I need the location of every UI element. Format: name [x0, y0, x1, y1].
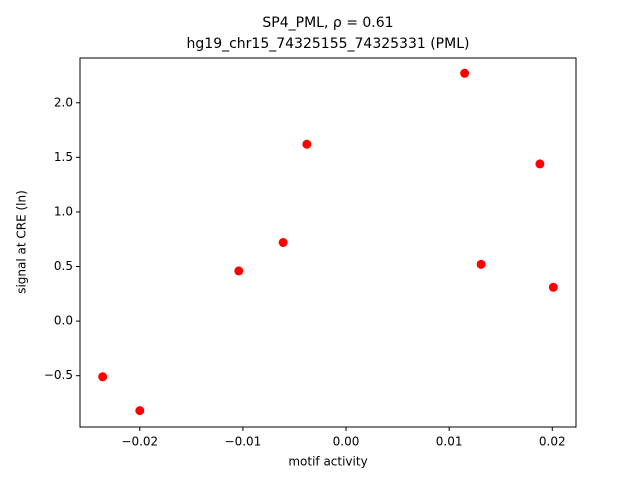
x-tick-label: −0.02 [121, 435, 158, 449]
y-tick-label: 1.0 [54, 204, 73, 218]
y-tick-label: −0.5 [44, 368, 73, 382]
point [535, 159, 545, 169]
x-tick-label: 0.02 [539, 435, 566, 449]
y-tick-label: 1.5 [54, 150, 73, 164]
y-tick-label: 2.0 [54, 95, 73, 109]
y-tick-label: 0.5 [54, 259, 73, 273]
y-tick-label: 0.0 [54, 314, 73, 328]
point [302, 139, 312, 149]
point [234, 266, 244, 276]
plot-frame [79, 57, 577, 428]
point [135, 406, 145, 416]
point [548, 282, 558, 292]
chart-subtitle: hg19_chr15_74325155_74325331 (PML) [187, 36, 470, 52]
x-tick-label: −0.01 [225, 435, 262, 449]
chart-title: SP4_PML, ρ = 0.61 [262, 15, 393, 31]
x-tick-label: 0.00 [333, 435, 360, 449]
point [98, 372, 108, 382]
x-axis-label: motif activity [288, 455, 367, 469]
point [460, 68, 470, 78]
x-tick-label: 0.01 [436, 435, 463, 449]
point [476, 259, 486, 269]
point [278, 238, 288, 247]
y-axis-label: signal at CRE (ln) [15, 190, 29, 294]
